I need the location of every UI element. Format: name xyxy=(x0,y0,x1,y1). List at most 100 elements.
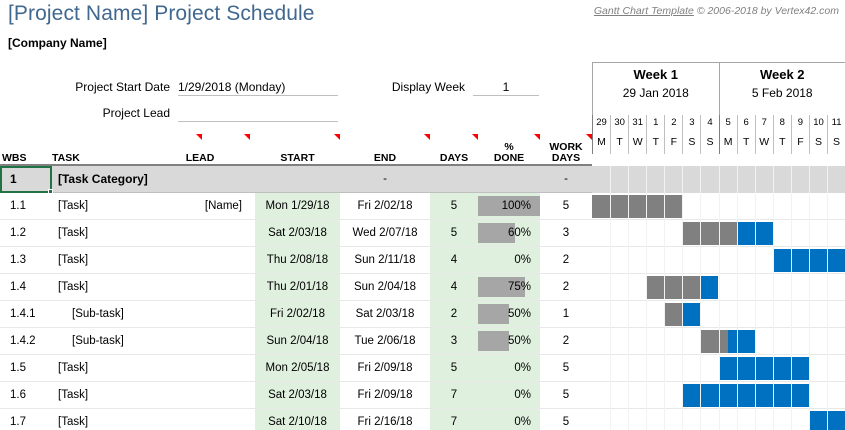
cell-start[interactable]: Thu 2/08/18 xyxy=(255,247,340,273)
table-row[interactable]: 1.6 [Task] Sat 2/03/18 Fri 2/09/18 7 0% 5 xyxy=(0,382,845,409)
gantt-row[interactable] xyxy=(592,301,845,328)
cell-days[interactable]: 5 xyxy=(430,193,478,219)
cell-lead[interactable]: [Name] xyxy=(204,200,242,212)
cell-wbs[interactable]: 1.4.1 xyxy=(10,308,36,320)
table-row[interactable]: 1.7 [Task] Sat 2/10/18 Fri 2/16/18 7 0% 5 xyxy=(0,409,845,430)
gantt-row[interactable] xyxy=(592,274,845,301)
cell-lead[interactable] xyxy=(150,328,250,354)
cell-wbs[interactable]: 1.5 xyxy=(10,362,26,374)
column-header-wbs[interactable]: WBS xyxy=(2,132,52,166)
cell-end[interactable]: Fri 2/09/18 xyxy=(357,362,413,374)
cell-end[interactable]: Tue 2/06/18 xyxy=(354,335,416,347)
cell-start[interactable]: Mon 1/29/18 xyxy=(255,193,340,219)
cell-work[interactable]: 2 xyxy=(562,254,570,266)
cell-start[interactable]: Sat 2/03/18 xyxy=(255,382,340,408)
cell-wbs[interactable]: 1.6 xyxy=(10,389,26,401)
cell-percent-done[interactable]: 0% xyxy=(478,382,540,408)
cell-start[interactable]: Sun 2/04/18 xyxy=(255,328,340,354)
project-lead-value[interactable] xyxy=(178,105,338,122)
cell-work[interactable]: 5 xyxy=(562,362,570,374)
cell-end[interactable]: Fri 2/02/18 xyxy=(357,200,413,212)
table-row[interactable]: 1.4.1 [Sub-task] Fri 2/02/18 Sat 2/03/18 2 50… xyxy=(0,301,845,328)
cell-days[interactable]: 3 xyxy=(430,328,478,354)
cell-wbs[interactable]: 1.7 xyxy=(10,416,26,428)
cell-task[interactable]: [Task Category] xyxy=(58,172,148,186)
cell-lead[interactable] xyxy=(150,166,250,192)
column-header-start[interactable]: START xyxy=(255,132,340,166)
cell-percent-done[interactable]: 50% xyxy=(478,328,540,354)
table-row[interactable]: 1.3 [Task] Thu 2/08/18 Sun 2/11/18 4 0% 2 xyxy=(0,247,845,274)
column-header-lead[interactable]: LEAD xyxy=(150,132,250,166)
cell-days[interactable]: 4 xyxy=(430,274,478,300)
cell-task[interactable]: [Task] xyxy=(58,254,89,266)
cell-days[interactable]: 7 xyxy=(430,409,478,430)
cell-lead[interactable] xyxy=(150,409,250,430)
cell-task[interactable]: [Task] xyxy=(58,416,89,428)
cell-work[interactable]: 5 xyxy=(562,416,570,428)
gantt-row[interactable] xyxy=(592,382,845,409)
cell-task[interactable]: [Task] xyxy=(58,362,89,374)
gantt-row[interactable] xyxy=(592,355,845,382)
column-header-work[interactable]: WORK DAYS xyxy=(540,132,592,166)
cell-lead[interactable] xyxy=(150,247,250,273)
cell-end[interactable]: Sun 2/11/18 xyxy=(354,254,416,266)
cell-task[interactable]: [Sub-task] xyxy=(72,335,124,347)
cell-percent-done[interactable]: 0% xyxy=(478,247,540,273)
column-header-pct[interactable]: % DONE xyxy=(478,132,540,166)
cell-days[interactable]: 5 xyxy=(430,355,478,381)
cell-days[interactable]: 4 xyxy=(430,247,478,273)
cell-work[interactable]: 5 xyxy=(562,389,570,401)
table-row[interactable]: 1.4 [Task] Thu 2/01/18 Sun 2/04/18 4 75% 2 xyxy=(0,274,845,301)
cell-days[interactable]: 7 xyxy=(430,382,478,408)
cell-work[interactable]: 2 xyxy=(562,335,570,347)
table-row[interactable]: 1.4.2 [Sub-task] Sun 2/04/18 Tue 2/06/18 3 50… xyxy=(0,328,845,355)
cell-task[interactable]: [Task] xyxy=(58,200,89,212)
cell-percent-done[interactable]: 50% xyxy=(478,301,540,327)
cell-start[interactable]: Sat 2/03/18 xyxy=(255,220,340,246)
gantt-row[interactable] xyxy=(592,328,845,355)
cell-percent-done[interactable]: 60% xyxy=(478,220,540,246)
gantt-row[interactable] xyxy=(592,193,845,220)
cell-wbs[interactable]: 1.3 xyxy=(10,254,26,266)
cell-days[interactable]: 2 xyxy=(430,301,478,327)
cell-wbs[interactable]: 1.4.2 xyxy=(10,335,36,347)
cell-work[interactable]: 1 xyxy=(562,308,570,320)
cell-end[interactable]: - xyxy=(383,173,387,185)
cell-wbs[interactable]: 1.4 xyxy=(10,281,26,293)
cell-pct[interactable] xyxy=(478,166,540,192)
cell-work[interactable]: 3 xyxy=(562,227,570,239)
cell-task[interactable]: [Task] xyxy=(58,281,89,293)
cell-work[interactable]: 5 xyxy=(562,200,570,212)
cell-start[interactable]: Thu 2/01/18 xyxy=(255,274,340,300)
cell-end[interactable]: Fri 2/16/18 xyxy=(357,416,413,428)
cell-lead[interactable] xyxy=(150,301,250,327)
table-row[interactable]: 1.5 [Task] Mon 2/05/18 Fri 2/09/18 5 0% 5 xyxy=(0,355,845,382)
cell-percent-done[interactable]: 0% xyxy=(478,355,540,381)
display-week-value[interactable]: 1 xyxy=(473,79,539,96)
cell-lead[interactable] xyxy=(150,220,250,246)
cell-start[interactable]: Mon 2/05/18 xyxy=(255,355,340,381)
gantt-row[interactable] xyxy=(592,220,845,247)
cell-percent-done[interactable]: 75% xyxy=(478,274,540,300)
cell-start[interactable]: Fri 2/02/18 xyxy=(255,301,340,327)
project-start-date-value[interactable]: 1/29/2018 (Monday) xyxy=(178,79,338,96)
cell-task[interactable]: [Task] xyxy=(58,389,89,401)
column-header-task[interactable]: TASK xyxy=(52,132,202,166)
table-row[interactable]: 1.2 [Task] Sat 2/03/18 Wed 2/07/18 5 60% 3 xyxy=(0,220,845,247)
cell-lead[interactable] xyxy=(150,274,250,300)
template-credit-link[interactable]: Gantt Chart Template xyxy=(593,5,694,17)
column-header-end[interactable]: END xyxy=(340,132,430,166)
cell-days[interactable] xyxy=(430,166,478,192)
cell-days[interactable]: 5 xyxy=(430,220,478,246)
cell-task[interactable]: [Task] xyxy=(58,227,89,239)
cell-work[interactable]: - xyxy=(564,173,568,185)
cell-percent-done[interactable]: 100% xyxy=(478,193,540,219)
cell-work[interactable]: 2 xyxy=(562,281,570,293)
cell-lead[interactable] xyxy=(150,355,250,381)
cell-start[interactable] xyxy=(255,166,340,192)
cell-percent-done[interactable]: 0% xyxy=(478,409,540,430)
cell-wbs[interactable]: 1.1 xyxy=(10,200,26,212)
table-row[interactable]: 1.1 [Task] [Name] Mon 1/29/18 Fri 2/02/18 5 10… xyxy=(0,193,845,220)
cell-start[interactable]: Sat 2/10/18 xyxy=(255,409,340,430)
cell-wbs[interactable]: 1.2 xyxy=(10,227,26,239)
